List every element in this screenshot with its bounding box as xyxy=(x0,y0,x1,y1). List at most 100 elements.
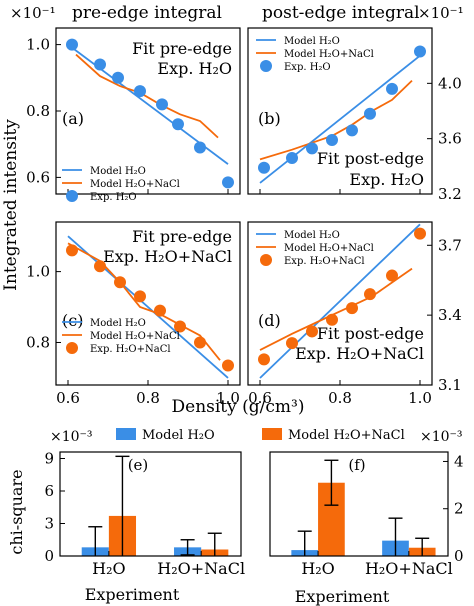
y-tick-label: 0.8 xyxy=(26,333,50,351)
plot-frame xyxy=(247,221,433,386)
data-point xyxy=(134,290,146,303)
y-tick-label: 2 xyxy=(454,500,464,518)
y-axis-label-chi-square: chi-square xyxy=(7,469,26,554)
data-point xyxy=(194,336,206,349)
plot-frame xyxy=(55,27,241,195)
y-tick-label: 9 xyxy=(44,450,54,468)
panel-label: (f) xyxy=(348,456,365,474)
y-tick-label: 6 xyxy=(44,482,54,500)
y-tick-label: 3.7 xyxy=(438,236,462,254)
y-tick-label: 1.0 xyxy=(26,263,50,281)
legend-entry: Model H₂O+NaCl xyxy=(90,331,180,342)
panels: 0.6 0.8 1.0 (a) Fit pre-edge Exp. H₂O Model H₂… xyxy=(26,27,464,579)
data-point xyxy=(386,82,398,95)
x-tick-label: 0.8 xyxy=(328,389,352,407)
panel-annotation: Fit post-edge xyxy=(317,149,424,168)
panel-annotation: Fit pre-edge xyxy=(132,227,232,246)
panel-annotation: Exp. H₂O xyxy=(349,170,424,189)
bar-legend-swatch-model-nacl xyxy=(262,428,282,440)
y-tick-label: 4 xyxy=(454,452,464,470)
panel-label: (c) xyxy=(62,311,83,330)
plot-frame xyxy=(269,451,449,557)
y-tick-label: 4.0 xyxy=(438,74,462,92)
series-line-model-h2o xyxy=(259,54,421,184)
panel-b: 3.2 3.6 4.0 (b) Fit post-edge Exp. H₂O Model H… xyxy=(247,27,462,203)
panel-label: (d) xyxy=(258,311,281,330)
x-axis-label-density: Density (g/cm³) xyxy=(172,397,305,417)
data-point xyxy=(66,38,78,51)
legend-entry: Model H₂O xyxy=(284,230,340,241)
data-point xyxy=(94,260,106,273)
data-point xyxy=(156,98,168,111)
data-point xyxy=(346,302,358,315)
panel-annotation: Exp. H₂O+NaCl xyxy=(295,344,424,363)
scale-label-top-right: ×10⁻¹ xyxy=(418,4,464,22)
data-point xyxy=(306,325,318,338)
data-point xyxy=(172,118,184,131)
data-point xyxy=(346,124,358,137)
data-point xyxy=(364,288,376,301)
data-point xyxy=(386,269,398,282)
legend-marker xyxy=(260,254,272,266)
plot-frame xyxy=(59,451,242,557)
legend-entry: Model H₂O+NaCl xyxy=(90,179,180,190)
panel-label: (b) xyxy=(258,109,281,128)
bar-legend-model-h2o: Model H₂O xyxy=(142,428,215,443)
panel-annotation: Exp. H₂O xyxy=(157,59,232,78)
legend-marker xyxy=(66,342,78,354)
bar-legend-swatch-model-h2o xyxy=(116,428,136,440)
x-tick-label: 0.6 xyxy=(56,389,80,407)
x-tick-label: 0.6 xyxy=(248,389,272,407)
series-line-model-h2o-nacl xyxy=(259,79,413,161)
data-point xyxy=(134,85,146,98)
bar-legend-model-nacl: Model H₂O+NaCl xyxy=(288,428,405,443)
legend-entry: Model H₂O xyxy=(284,36,340,47)
data-point xyxy=(114,276,126,289)
data-point xyxy=(258,353,270,366)
data-point xyxy=(194,141,206,154)
data-point xyxy=(306,142,318,155)
x-axis-label-experiment-right: Experiment xyxy=(295,587,390,606)
series-line-model-h2o-nacl xyxy=(75,53,219,139)
series-line-model-h2o xyxy=(259,223,421,379)
data-point xyxy=(364,107,376,120)
x-tick-label: H₂O+NaCl xyxy=(157,559,245,578)
x-tick-label: H₂O+NaCl xyxy=(365,559,453,578)
data-point xyxy=(326,134,338,147)
legend-entry: Model H₂O+NaCl xyxy=(284,49,374,60)
y-tick-label: 1.0 xyxy=(26,36,50,54)
data-point xyxy=(154,304,166,317)
y-tick-label: 0 xyxy=(44,547,54,565)
y-tick-label: 3.2 xyxy=(438,185,462,203)
x-tick-label: 1.0 xyxy=(408,389,432,407)
data-point xyxy=(222,359,234,372)
data-point xyxy=(286,337,298,350)
data-point xyxy=(258,161,270,174)
legend-marker xyxy=(260,60,272,72)
x-tick-label: H₂O xyxy=(92,559,125,578)
plot-frame xyxy=(247,27,433,195)
y-tick-label: 3.6 xyxy=(438,130,462,148)
panel-e: 0 3 6 9 H₂O H₂O+NaCl (e) xyxy=(44,450,245,579)
panel-f: 0 2 4 H₂O H₂O+NaCl (f) xyxy=(269,451,464,578)
scale-label-top-left: ×10⁻¹ xyxy=(10,4,56,22)
scale-label-bottom-left: ×10⁻³ xyxy=(50,429,93,445)
legend-entry: Model H₂O xyxy=(90,318,146,329)
legend-entry: Exp. H₂O+NaCl xyxy=(90,344,171,355)
legend-entry: Model H₂O+NaCl xyxy=(284,243,374,254)
title-pre-edge: pre-edge integral xyxy=(72,3,222,23)
y-tick-label: 3 xyxy=(44,515,54,533)
y-axis-label-intensity: Integrated intensity xyxy=(1,119,21,291)
x-tick-label: 1.0 xyxy=(216,389,240,407)
y-tick-label: 0 xyxy=(454,547,464,565)
series-line-model-h2o xyxy=(67,235,229,379)
data-point xyxy=(174,320,186,333)
legend-entry: Model H₂O xyxy=(90,166,146,177)
data-point xyxy=(414,227,426,240)
panel-label: (a) xyxy=(62,109,84,128)
x-tick-label: H₂O xyxy=(301,559,334,578)
